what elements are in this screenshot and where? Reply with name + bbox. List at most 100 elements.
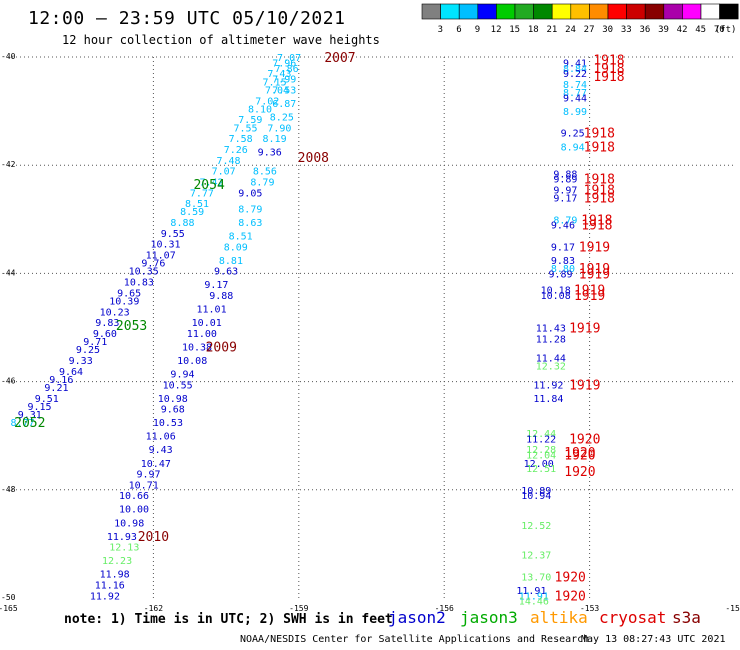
swh-observation: 13.70 <box>521 572 551 583</box>
swh-observation: 9.89 <box>553 175 577 186</box>
colorbar-tick-label: 12 <box>491 25 502 35</box>
swh-observation: 9.60 <box>93 329 117 340</box>
pass-time-label: 1920 <box>555 570 586 585</box>
swh-observation: 12.52 <box>521 521 551 532</box>
swh-observation: 7.99 <box>272 75 296 86</box>
swh-observation: 9.94 <box>170 369 194 380</box>
swh-observation: 7.07 <box>212 167 236 178</box>
swh-observation: 11.84 <box>533 394 563 405</box>
x-tick-label: -150 <box>725 604 740 613</box>
colorbar-tick-label: 24 <box>565 25 576 35</box>
pass-time-label: 1918 <box>584 192 615 207</box>
swh-observation: 8.63 <box>238 218 262 229</box>
pass-time-label: 2052 <box>14 416 45 431</box>
swh-observation: 8.79 <box>250 177 274 188</box>
swh-observation: 10.94 <box>521 491 551 502</box>
pass-time-label: 1920 <box>555 589 586 604</box>
pass-time-label: 1918 <box>584 173 615 188</box>
swh-observation: 9.22 <box>563 69 587 80</box>
swh-observation: 10.08 <box>177 356 207 367</box>
swh-observation: 7.55 <box>233 123 257 134</box>
swh-observation: 9.97 <box>553 186 577 197</box>
swh-observation: 9.88 <box>209 291 233 302</box>
pass-time-label: 2009 <box>206 340 237 355</box>
swh-observation: 11.28 <box>536 334 566 345</box>
swh-observation: 7.86 <box>275 64 299 75</box>
swh-observation: 11.01 <box>197 305 227 316</box>
swh-observation: 7.59 <box>238 115 262 126</box>
swh-observation: 11.44 <box>536 353 566 364</box>
pass-time-label: 2008 <box>298 151 329 166</box>
pass-time-label: 2010 <box>138 530 169 545</box>
swh-observation: 10.00 <box>119 505 149 516</box>
colorbar-tick-label: 3 <box>438 25 443 35</box>
swh-observation: 10.08 <box>541 291 571 302</box>
legend-jason2: jason2 <box>388 608 446 627</box>
swh-observation: 8.59 <box>180 207 204 218</box>
pass-time-label: 2054 <box>193 178 224 193</box>
swh-observation: 10.89 <box>521 486 551 497</box>
swh-observation: 9.17 <box>551 242 575 253</box>
swh-observation: 9.51 <box>35 394 59 405</box>
swh-observation: 10.35 <box>129 267 159 278</box>
swh-observation: 7.58 <box>229 134 253 145</box>
swh-observation: 12.32 <box>536 361 566 372</box>
pass-time-label: 2007 <box>324 51 355 66</box>
footer-note: note: 1) Time is in UTC; 2) SWH is in fe… <box>64 612 393 627</box>
colorbar-tick-label: 15 <box>509 25 520 35</box>
credit-line: NOAA/NESDIS Center for Satellite Applica… <box>240 634 590 645</box>
colorbar-tick-label: 70 <box>714 25 725 35</box>
swh-observation: 7.48 <box>216 156 240 167</box>
pass-time-label: 1918 <box>593 70 624 85</box>
swh-observation: 9.88 <box>553 169 577 180</box>
swh-observation: 6.87 <box>272 99 296 110</box>
swh-observation: 7.96 <box>272 58 296 69</box>
swh-observation: 10.39 <box>109 296 139 307</box>
color-scale-legend: 3 6 9 12 15 18 21 24 27 30 33 36 39 42 45 70(ft) <box>421 3 739 35</box>
swh-observation: 10.53 <box>153 418 183 429</box>
swh-observation: 8.80 <box>551 264 575 275</box>
swh-observation: 7.04 <box>265 85 289 96</box>
swh-observation: 11.06 <box>146 432 176 443</box>
colorbar-tick-label: 18 <box>528 25 539 35</box>
pass-time-label: 1919 <box>579 240 610 255</box>
colorbar-tick-label: 6 <box>456 25 461 35</box>
swh-observation: 10.01 <box>192 318 222 329</box>
y-tick-label: -48 <box>1 485 16 494</box>
colorbar-tick-label: 30 <box>602 25 613 35</box>
pass-time-label: 1920 <box>564 465 595 480</box>
swh-observation: 7.53 <box>272 85 296 96</box>
swh-observation: 7.07 <box>277 53 301 64</box>
pass-time-label: 1919 <box>574 289 605 304</box>
swh-observation: 11.91 <box>519 591 549 602</box>
legend-cryosat: cryosat <box>599 608 667 627</box>
swh-observation: 9.46 <box>551 221 575 232</box>
swh-observation: 8.88 <box>170 218 194 229</box>
pass-time-label: 1919 <box>569 378 600 393</box>
swh-observation: 9.15 <box>27 402 51 413</box>
swh-observation: 11.16 <box>95 580 125 591</box>
pass-time-label: 1918 <box>584 140 615 155</box>
swh-observation: 9.05 <box>238 188 262 199</box>
wave-height-map: -165 -162 -159 -156 -153 -150 -40 -42 -44 -46 -48 -… <box>0 51 740 613</box>
swh-observation: 9.89 <box>548 269 572 280</box>
swh-observation: 9.31 <box>18 410 42 421</box>
pass-time-label: 1920 <box>569 432 600 447</box>
x-tick-label: -156 <box>435 604 454 613</box>
colorbar-tick-label: 27 <box>584 25 595 35</box>
swh-observation: 8.94 <box>561 142 585 153</box>
swh-observation: 8.19 <box>263 134 287 145</box>
swh-observation: 11.07 <box>146 250 176 261</box>
swh-observation: 14.46 <box>519 597 549 608</box>
y-tick-label: -44 <box>1 268 16 277</box>
swh-observation: 8.99 <box>563 107 587 118</box>
swh-observation: 9.76 <box>141 259 165 270</box>
pass-time-label: 2053 <box>116 319 147 334</box>
swh-observation: 12.37 <box>521 551 551 562</box>
swh-observation: 10.98 <box>114 518 144 529</box>
swh-observation: 8.25 <box>270 113 294 124</box>
swh-observation: 10.23 <box>100 307 130 318</box>
colorbar-tick-label: 9 <box>475 25 480 35</box>
swh-observation: 11.98 <box>100 570 130 581</box>
swh-observation: 11.00 <box>187 329 217 340</box>
